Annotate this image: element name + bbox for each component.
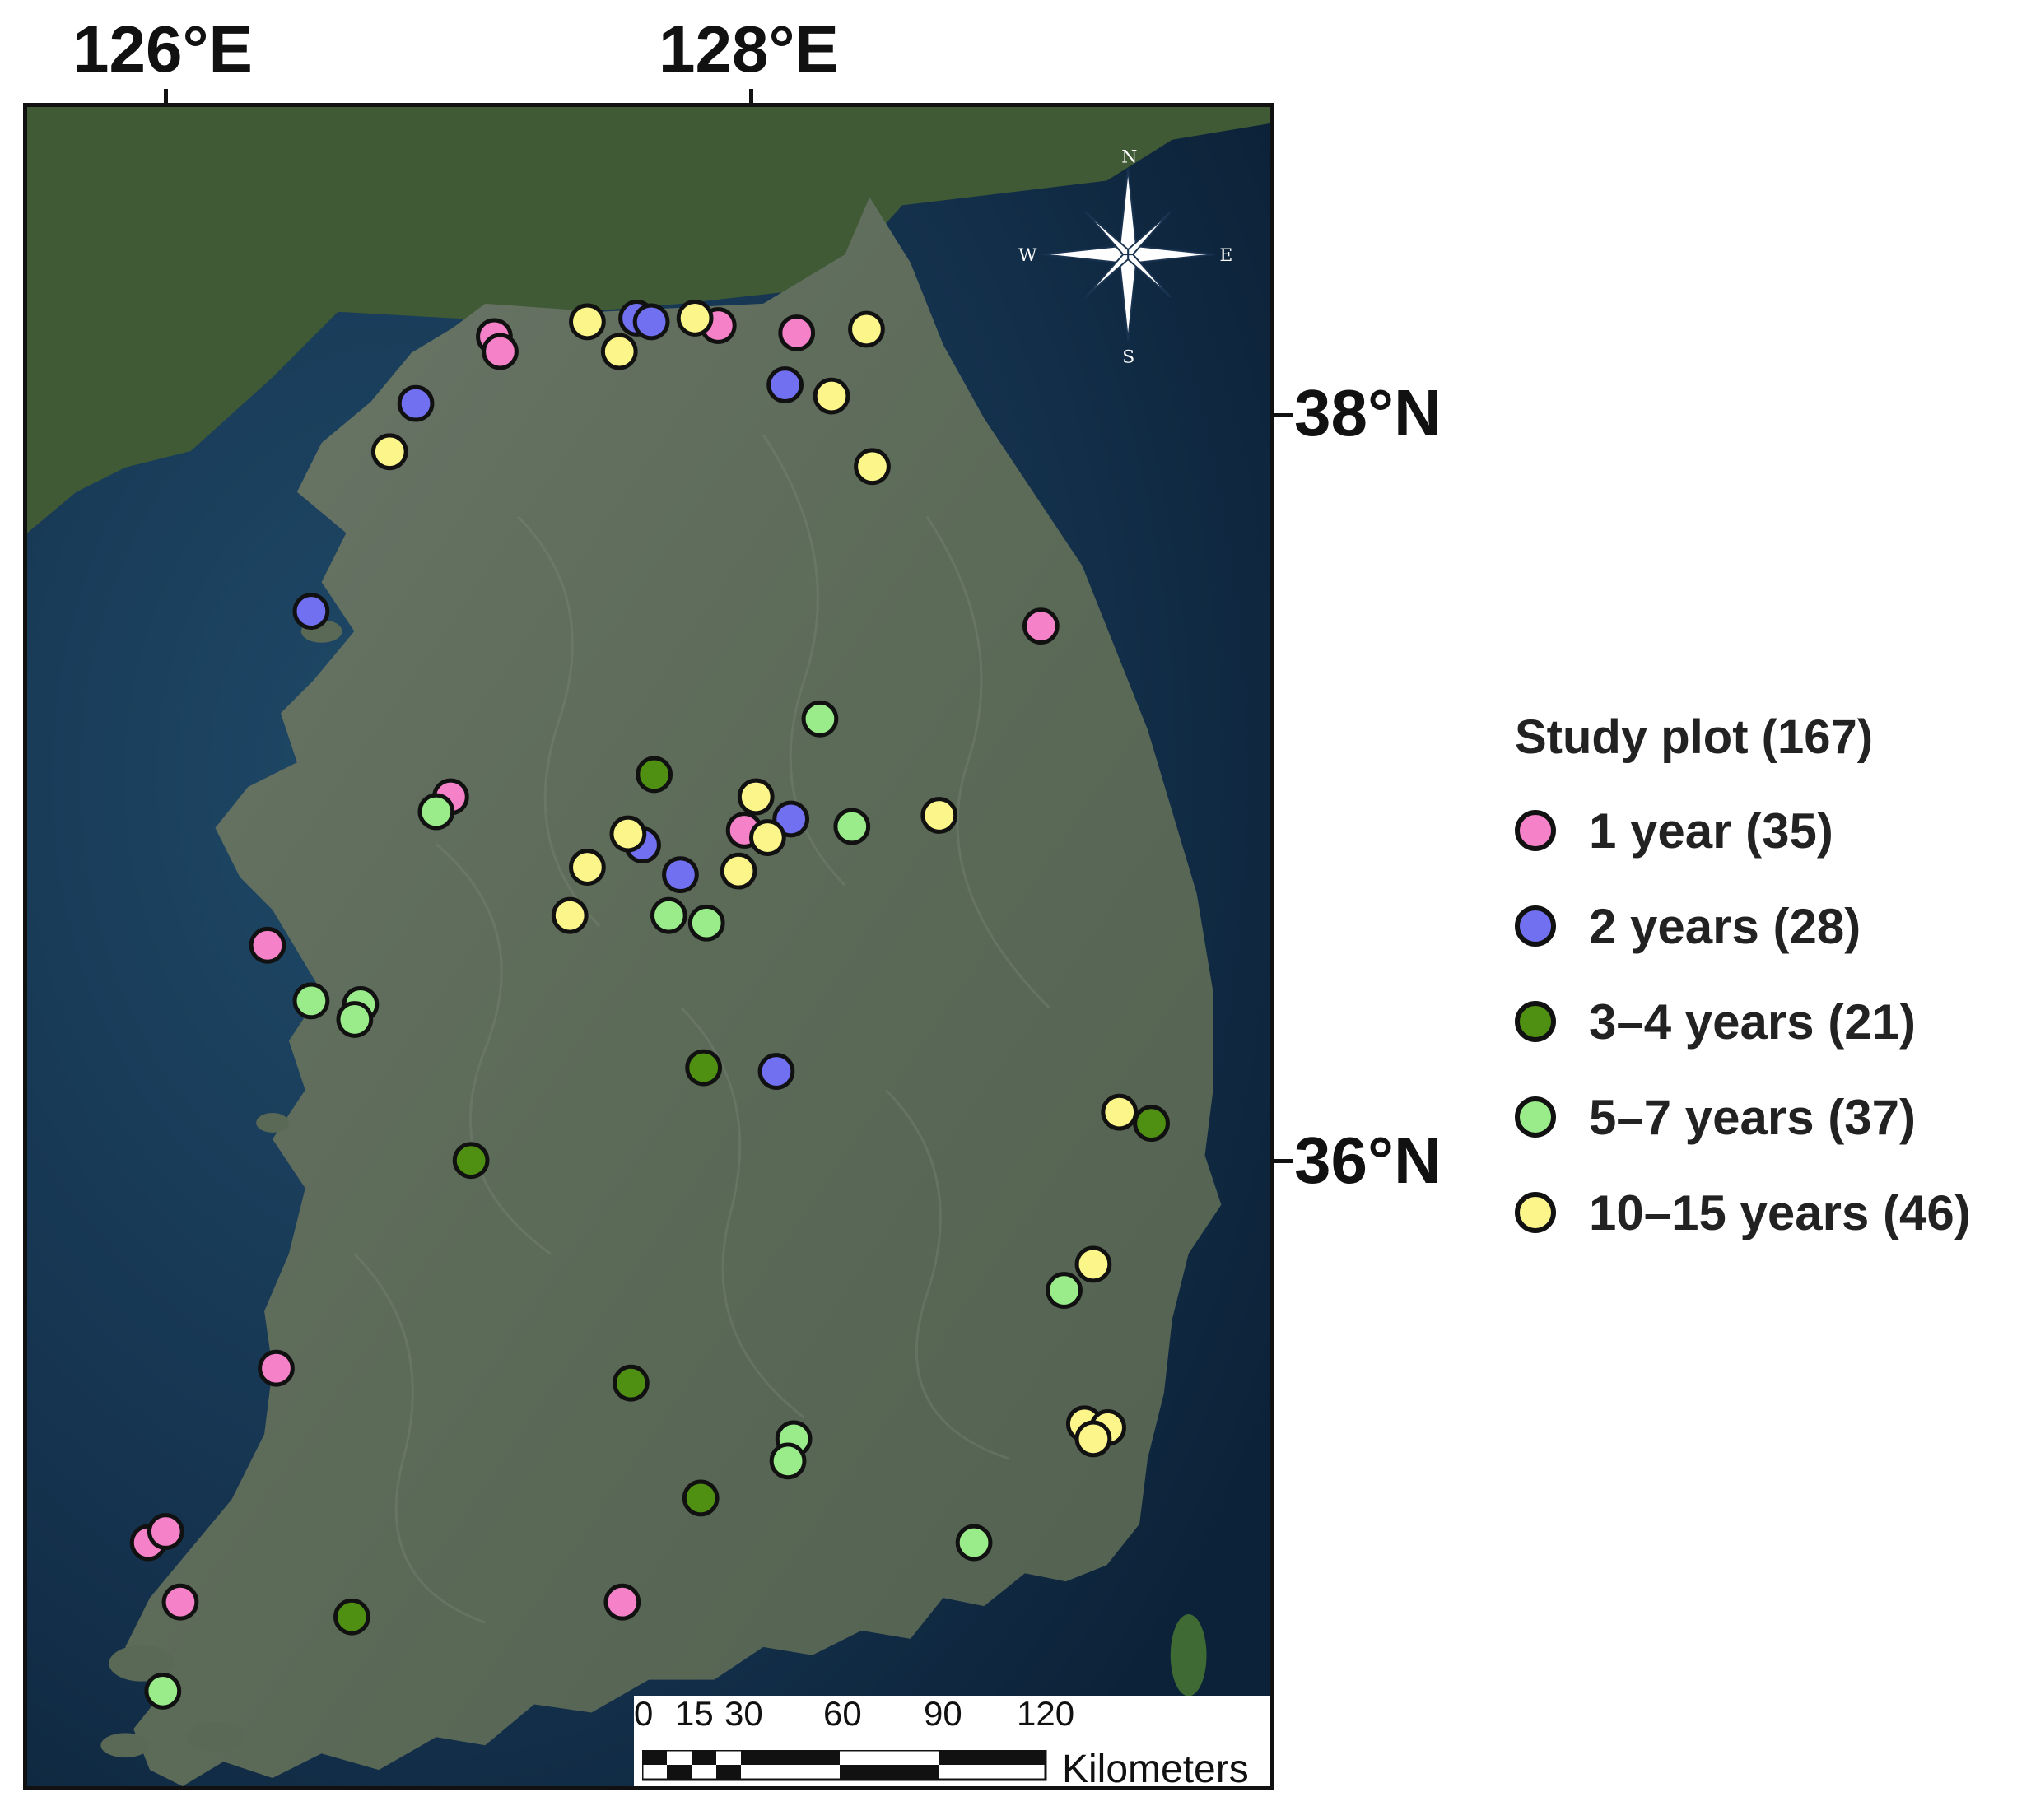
satellite-map: N S E W — [27, 107, 1270, 1786]
legend-item-10-15-years: 10–15 years (46) — [1515, 1165, 2009, 1260]
study-plot-marker-1-year — [147, 1513, 184, 1550]
scale-tick-label: 15 — [675, 1694, 714, 1733]
legend-item-3-4-years: 3–4 years (21) — [1515, 974, 2009, 1069]
study-plot-marker-2-years — [766, 366, 804, 403]
study-plot-marker-5-7-years — [650, 896, 687, 934]
study-plot-marker-3-4-years — [1133, 1105, 1170, 1143]
study-plot-marker-2-years — [757, 1053, 795, 1090]
study-plot-marker-5-7-years — [687, 904, 725, 942]
study-plot-marker-10-15-years — [1074, 1245, 1112, 1283]
study-plot-marker-10-15-years — [609, 815, 647, 853]
longitude-tick-126 — [164, 89, 168, 105]
compass-west-letter: W — [1018, 245, 1037, 266]
study-plot-marker-2-years — [632, 303, 670, 341]
study-plot-marker-2-years — [662, 856, 699, 894]
study-plot-marker-10-15-years — [569, 849, 606, 886]
study-plot-marker-2-years — [397, 384, 435, 422]
study-plot-marker-10-15-years — [720, 852, 757, 890]
legend-item-5-7-years: 5–7 years (37) — [1515, 1069, 2009, 1165]
study-plot-marker-10-15-years — [1074, 1420, 1112, 1458]
study-plot-marker-2-years — [292, 593, 330, 630]
study-plot-marker-1-year — [778, 314, 816, 351]
longitude-label-126: 126°E — [72, 12, 253, 86]
legend-label: 10–15 years (46) — [1589, 1185, 1971, 1240]
study-plot-layer — [129, 300, 1170, 1710]
legend-swatch-dark-green — [1515, 1001, 1556, 1042]
legend: Study plot (167) 1 year (35) 2 years (28… — [1515, 710, 2009, 1260]
compass-east-letter: E — [1219, 245, 1232, 266]
latitude-tick-38 — [1274, 413, 1293, 417]
legend-swatch-light-green — [1515, 1096, 1556, 1138]
study-plot-marker-3-4-years — [452, 1142, 490, 1180]
scale-tick-label: 120 — [1017, 1694, 1075, 1733]
study-plot-marker-5-7-years — [417, 793, 455, 831]
study-plot-marker-5-7-years — [144, 1672, 182, 1710]
study-plot-marker-5-7-years — [336, 1001, 374, 1038]
study-plot-marker-10-15-years — [748, 819, 786, 856]
legend-swatch-yellow — [1515, 1192, 1556, 1233]
legend-label: 1 year (35) — [1589, 803, 1833, 859]
islands — [100, 619, 1207, 1758]
study-plot-marker-10-15-years — [600, 333, 638, 370]
compass-rose: N S E W — [1018, 147, 1232, 368]
study-plot-marker-10-15-years — [676, 300, 714, 337]
study-plot-marker-3-4-years — [682, 1479, 720, 1517]
study-plot-marker-5-7-years — [769, 1442, 807, 1480]
scale-unit-label: Kilometers — [1062, 1748, 1249, 1791]
latitude-label-36: 36°N — [1294, 1124, 1442, 1197]
study-plot-marker-5-7-years — [833, 808, 871, 845]
study-plot-marker-3-4-years — [636, 756, 673, 794]
compass-north-letter: N — [1121, 147, 1137, 168]
study-plot-marker-10-15-years — [813, 377, 850, 415]
study-plot-marker-1-year — [603, 1583, 641, 1621]
peninsula-land — [125, 197, 1222, 1786]
study-plot-marker-3-4-years — [612, 1364, 650, 1402]
study-plot-marker-10-15-years — [854, 448, 891, 486]
northern-forest-region — [27, 107, 1270, 533]
study-plot-marker-5-7-years — [292, 982, 330, 1020]
compass-south-letter: S — [1122, 347, 1134, 367]
legend-item-2-years: 2 years (28) — [1515, 878, 2009, 974]
study-plot-marker-1-year — [161, 1583, 199, 1621]
legend-label: 3–4 years (21) — [1589, 994, 1916, 1050]
study-plot-marker-1-year — [1022, 607, 1060, 645]
study-plot-marker-10-15-years — [1101, 1093, 1139, 1131]
study-plot-marker-5-7-years — [1046, 1272, 1083, 1309]
longitude-label-128: 128°E — [659, 12, 839, 86]
study-plot-marker-1-year — [258, 1349, 295, 1387]
scale-tick-label: 60 — [823, 1694, 862, 1733]
latitude-tick-36 — [1274, 1159, 1293, 1163]
study-plot-marker-5-7-years — [801, 700, 839, 738]
latitude-label-38: 38°N — [1294, 376, 1442, 449]
study-plot-marker-3-4-years — [685, 1049, 723, 1087]
scale-tick-label: 30 — [724, 1694, 763, 1733]
longitude-tick-128 — [749, 89, 753, 105]
legend-label: 5–7 years (37) — [1589, 1089, 1916, 1145]
study-plot-marker-10-15-years — [848, 310, 885, 348]
legend-swatch-blue — [1515, 905, 1556, 947]
legend-item-1-year: 1 year (35) — [1515, 783, 2009, 878]
legend-label: 2 years (28) — [1589, 898, 1861, 954]
terrain-texture — [353, 434, 1050, 1624]
scale-bar-graphic — [642, 1750, 1047, 1781]
scale-tick-label: 0 — [634, 1694, 654, 1733]
map-frame: N S E W — [23, 103, 1274, 1790]
legend-title: Study plot (167) — [1515, 710, 1874, 764]
study-plot-marker-10-15-years — [551, 896, 589, 934]
study-plot-marker-3-4-years — [333, 1598, 370, 1636]
scale-tick-label: 90 — [924, 1694, 962, 1733]
study-plot-marker-5-7-years — [955, 1524, 993, 1562]
study-plot-marker-1-year — [482, 333, 519, 370]
scale-bar: 0 15 30 60 90 120 Kilometers — [634, 1694, 1270, 1791]
study-plot-marker-10-15-years — [920, 797, 958, 834]
study-plot-marker-10-15-years — [569, 303, 606, 341]
study-plot-marker-10-15-years — [370, 433, 408, 471]
legend-swatch-pink — [1515, 810, 1556, 851]
study-plot-marker-1-year — [249, 926, 286, 964]
study-plot-marker-10-15-years — [737, 778, 775, 816]
